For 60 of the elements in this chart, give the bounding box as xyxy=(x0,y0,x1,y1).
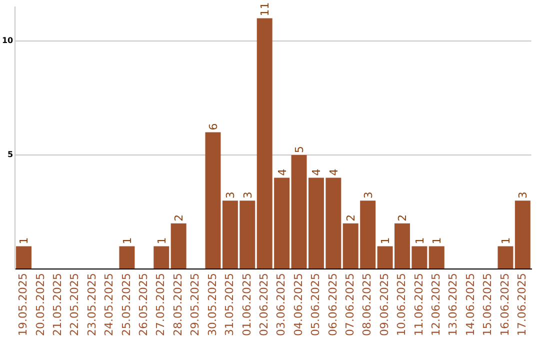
x-tick-label: 09.06.2025 xyxy=(378,273,391,336)
x-tick-label: 10.06.2025 xyxy=(395,273,408,336)
x-tick-label: 12.06.2025 xyxy=(430,273,443,336)
data-label: 2 xyxy=(172,214,186,222)
x-tick-label: 11.06.2025 xyxy=(412,273,426,336)
data-label: 1 xyxy=(413,237,426,244)
data-label: 4 xyxy=(276,168,289,176)
x-tick-label: 31.05.2025 xyxy=(223,273,236,336)
data-label: 1 xyxy=(120,237,134,244)
x-tick-label: 26.05.2025 xyxy=(137,273,150,336)
x-tick-label: 06.06.2025 xyxy=(326,273,340,336)
x-tick-label: 29.05.2025 xyxy=(188,273,202,336)
x-tick-label: 04.06.2025 xyxy=(292,273,305,336)
x-tick-label: 14.06.2025 xyxy=(464,273,477,336)
data-label: 1 xyxy=(379,237,392,244)
x-tick-label: 22.05.2025 xyxy=(68,273,82,336)
bar xyxy=(428,246,444,269)
x-tick-label: 20.05.2025 xyxy=(34,273,47,336)
data-label: 1 xyxy=(499,237,512,244)
bar xyxy=(514,200,530,269)
x-tick-label: 28.05.2025 xyxy=(171,273,184,336)
x-tick-label: 27.05.2025 xyxy=(154,273,168,336)
data-label: 3 xyxy=(362,192,375,199)
data-label: 1 xyxy=(155,237,168,244)
bar xyxy=(291,155,307,269)
data-label: 1 xyxy=(18,237,31,244)
data-label: 3 xyxy=(516,192,530,199)
bar xyxy=(498,246,514,269)
x-tick-label: 05.06.2025 xyxy=(309,273,322,336)
x-tick-label: 19.05.2025 xyxy=(16,273,30,336)
data-label: 3 xyxy=(241,192,254,199)
x-tick-label: 13.06.2025 xyxy=(446,273,460,336)
data-label: 11 xyxy=(258,2,272,16)
data-label: 3 xyxy=(224,192,238,199)
data-label: 1 xyxy=(430,237,444,244)
x-tick-label: 17.06.2025 xyxy=(516,273,529,336)
x-tick-label: 23.05.2025 xyxy=(85,273,98,336)
bar xyxy=(16,246,32,269)
x-tick-label: 24.05.2025 xyxy=(102,273,116,336)
x-tick-label: 03.06.2025 xyxy=(274,273,288,336)
data-label: 2 xyxy=(396,214,410,222)
x-tick-label: 07.06.2025 xyxy=(343,273,356,336)
data-label: 5 xyxy=(293,146,306,154)
x-tick-label: 08.06.2025 xyxy=(360,273,374,336)
x-tick-label: 02.06.2025 xyxy=(257,273,270,336)
x-tick-label: 21.05.2025 xyxy=(51,273,64,336)
bar xyxy=(154,246,170,269)
bar xyxy=(170,223,186,269)
x-tick-label: 25.05.2025 xyxy=(120,273,133,336)
x-tick-label: 16.06.2025 xyxy=(498,273,512,336)
data-label: 2 xyxy=(344,214,358,222)
bar xyxy=(205,132,221,269)
y-tick-label: 10 xyxy=(2,36,14,46)
data-label: 4 xyxy=(327,168,340,176)
x-tick-label: 15.06.2025 xyxy=(481,273,494,336)
data-label: 6 xyxy=(206,123,220,130)
x-tick-label: 30.05.2025 xyxy=(206,273,219,336)
x-tick-label: 01.06.2025 xyxy=(240,273,254,336)
bar xyxy=(119,246,135,269)
data-label: 4 xyxy=(310,168,324,176)
